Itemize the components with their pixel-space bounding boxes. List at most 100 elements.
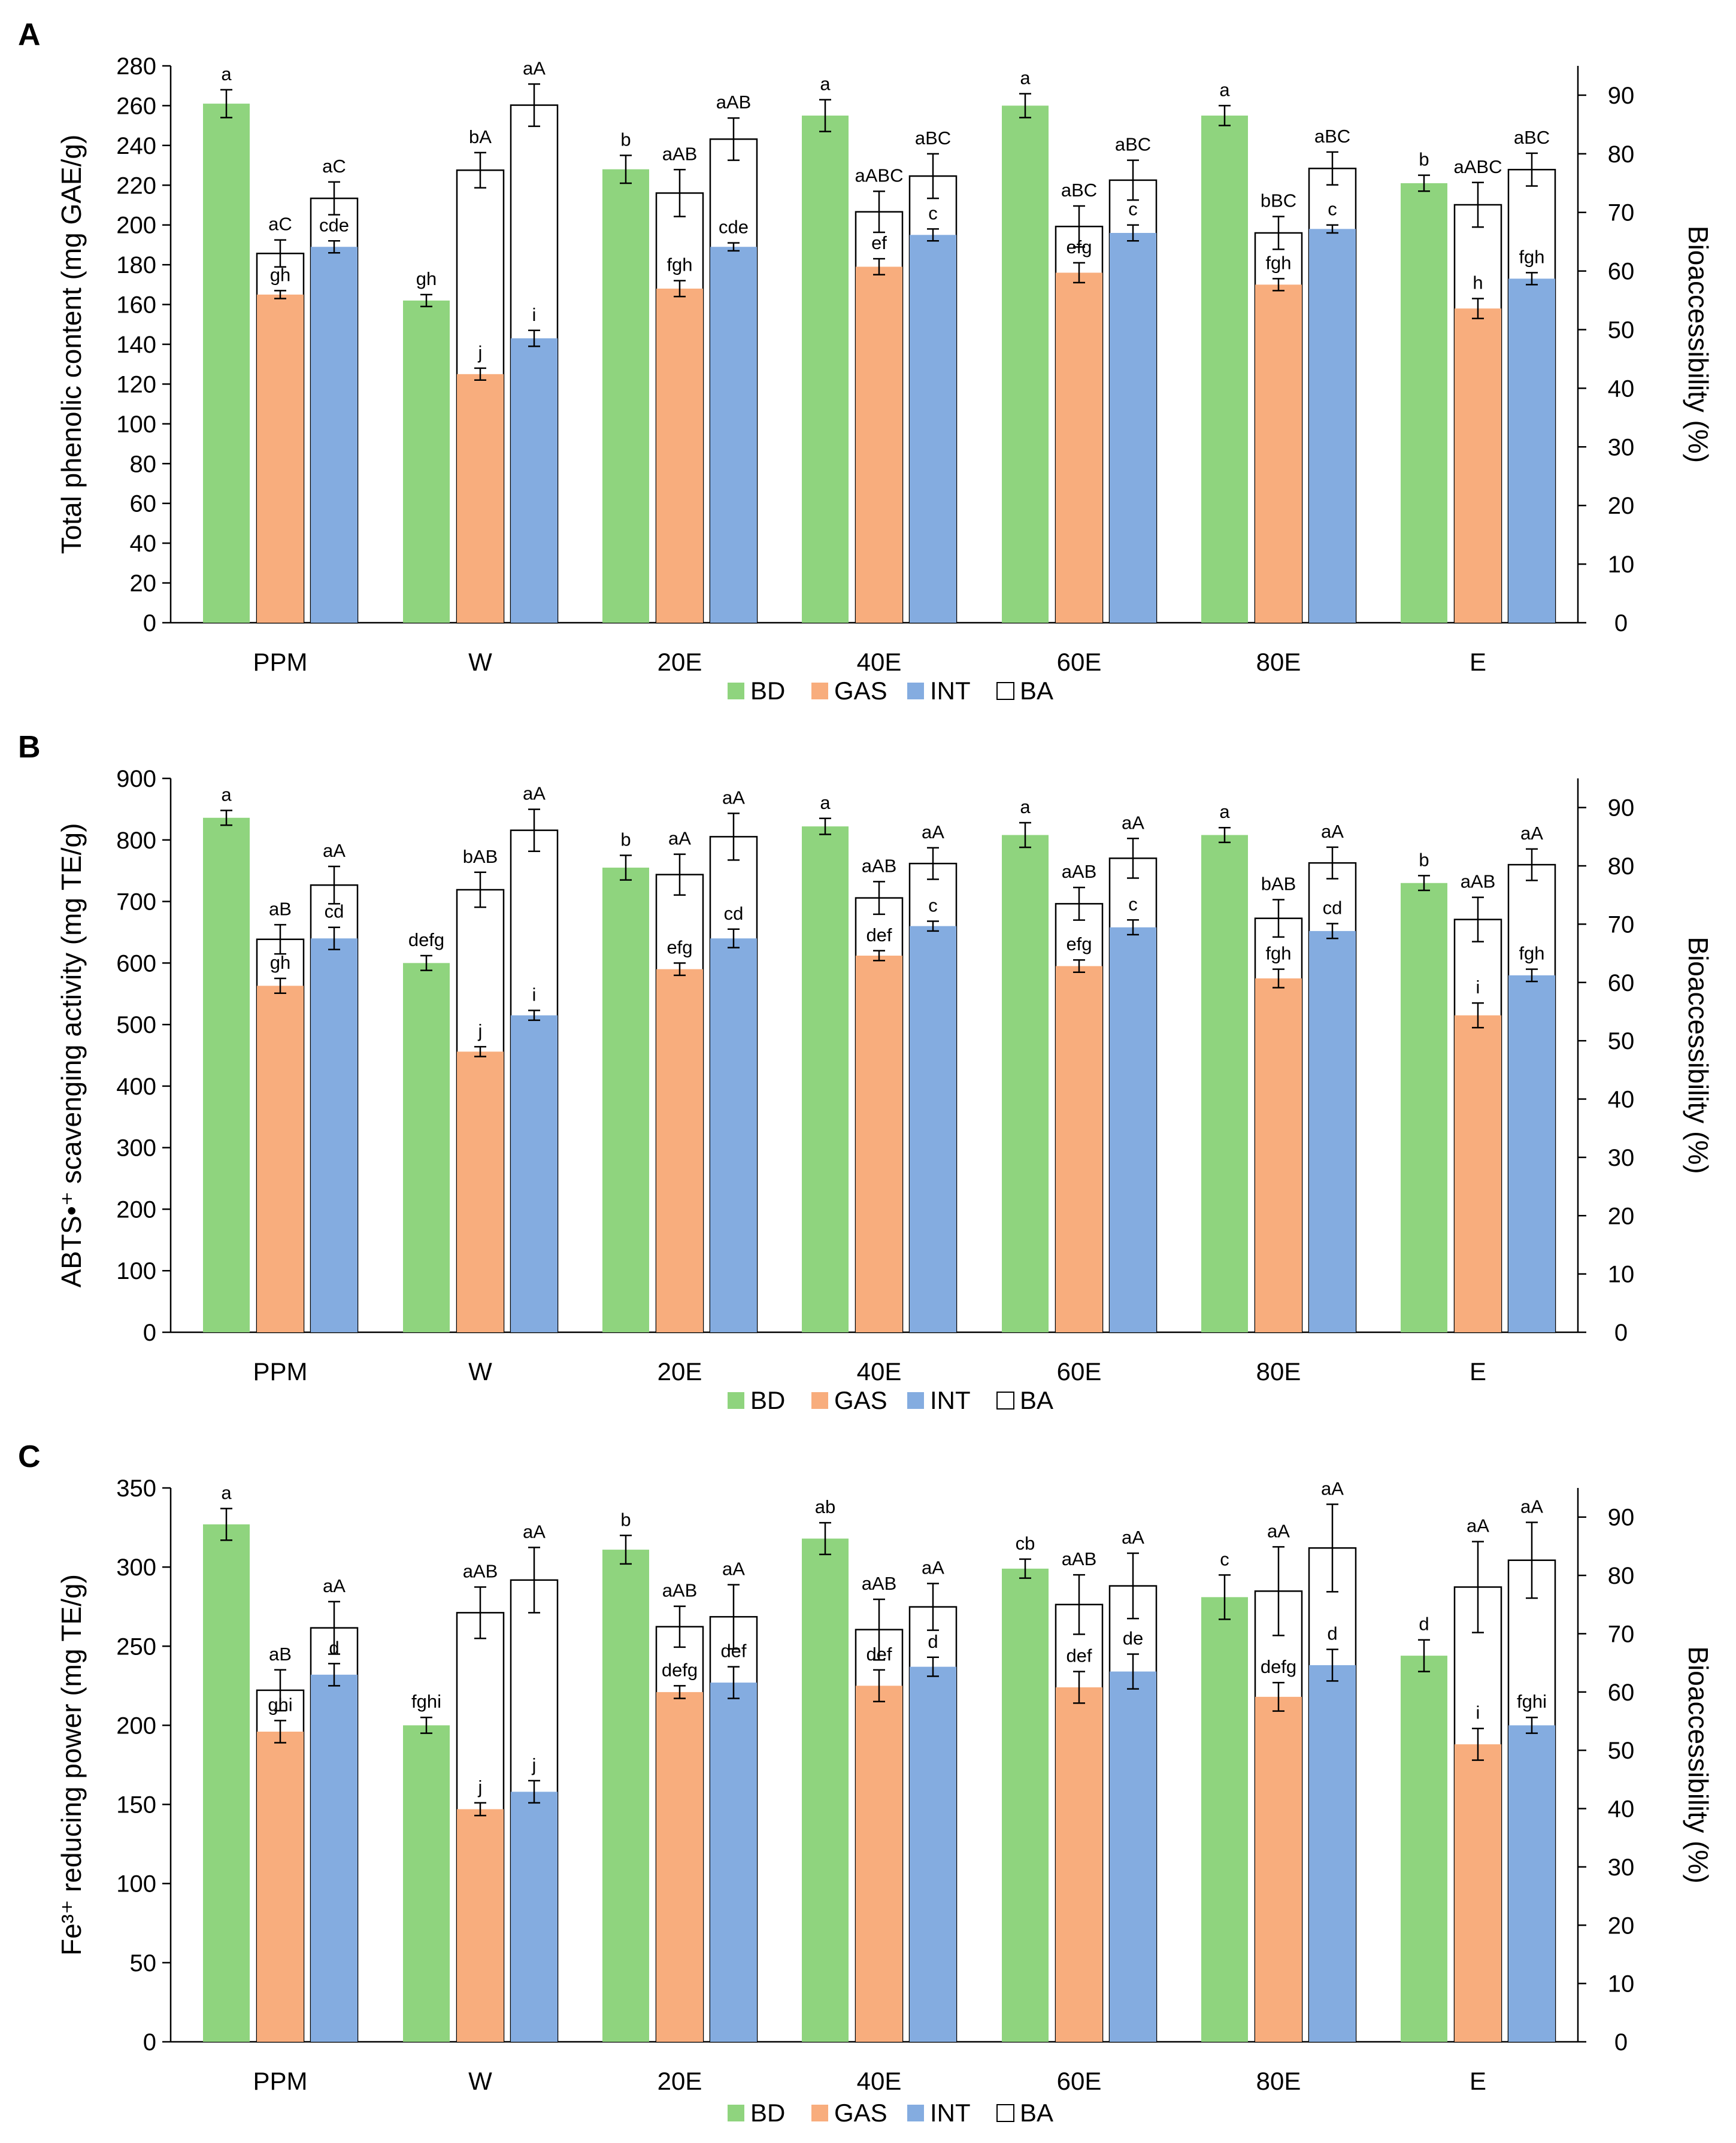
y2-tick-label: 40 <box>1608 375 1635 402</box>
bar-gas <box>656 289 703 623</box>
legend-label-int: INT <box>930 677 971 705</box>
significance-label-int: c <box>1128 199 1138 220</box>
y2-tick-label: 30 <box>1608 1145 1635 1171</box>
bar-int <box>1508 278 1555 623</box>
bar-gas <box>1056 1687 1102 2042</box>
legend-label-gas: GAS <box>834 677 887 705</box>
legend-swatch-int <box>907 683 924 699</box>
y-tick-label: 700 <box>116 889 156 916</box>
x-tick-label: W <box>468 2067 492 2095</box>
significance-label-int: fgh <box>1519 246 1544 267</box>
significance-label-gas: gh <box>270 264 290 285</box>
significance-label-ba-gas: aB <box>269 1644 292 1665</box>
significance-label-ba-gas: aAB <box>662 1580 698 1601</box>
y2-tick-label: 80 <box>1608 853 1635 880</box>
significance-label-bd: c <box>1220 1548 1229 1569</box>
bar-gas <box>1255 1696 1302 2042</box>
significance-label-bd: b <box>1419 149 1429 170</box>
significance-label-gas: i <box>1476 977 1480 998</box>
significance-label-int: fghi <box>1517 1691 1547 1712</box>
y2-tick-label: 10 <box>1608 1971 1635 1997</box>
legend-swatch-bd <box>728 1392 744 1409</box>
bar-bd <box>1401 883 1447 1332</box>
significance-label-int: d <box>329 1637 339 1658</box>
legend-swatch-bd <box>728 2105 744 2121</box>
significance-label-ba-int: aA <box>523 783 546 804</box>
bar-bd <box>203 104 250 623</box>
significance-label-bd: b <box>620 129 631 150</box>
y-tick-label: 0 <box>143 2029 156 2056</box>
significance-label-ba-int: aA <box>523 57 546 78</box>
significance-label-ba-gas: aAB <box>662 143 698 164</box>
y-tick-label: 160 <box>116 292 156 319</box>
y2-tick-label: 20 <box>1608 1203 1635 1229</box>
x-tick-label: 40E <box>857 1357 902 1386</box>
significance-label-bd: a <box>820 73 831 94</box>
bar-int <box>910 235 956 623</box>
significance-label-int: cd <box>1323 898 1343 919</box>
significance-label-bd: b <box>620 829 631 850</box>
significance-label-gas: fgh <box>666 254 692 275</box>
significance-label-int: cde <box>319 214 349 235</box>
significance-label-bd: a <box>1219 79 1230 100</box>
bar-int <box>311 1674 357 2042</box>
bar-gas <box>856 266 902 623</box>
bar-gas <box>257 986 304 1332</box>
chart-panel-B: B 0 100 200 300 400 500 600 700 800 900 0 10 20 30 40 50… <box>18 730 1714 1414</box>
bar-bd <box>1201 116 1248 623</box>
y-axis-title: ABTS•⁺ scavenging activity (mg TE/g) <box>56 823 87 1288</box>
y-tick-label: 500 <box>116 1012 156 1038</box>
significance-label-ba-int: aBC <box>1514 127 1550 148</box>
y-tick-label: 100 <box>116 411 156 438</box>
bar-int <box>710 1683 757 2042</box>
y-tick-label: 200 <box>116 213 156 239</box>
significance-label-int: cde <box>719 217 749 238</box>
bar-int <box>710 938 757 1332</box>
x-tick-label: 80E <box>1256 2067 1301 2095</box>
bar-int <box>910 926 956 1332</box>
significance-label-ba-int: aAB <box>716 92 752 113</box>
bar-gas <box>1056 966 1102 1332</box>
significance-label-ba-int: aC <box>322 156 346 177</box>
y2-tick-label: 90 <box>1608 795 1635 822</box>
legend-label-int: INT <box>930 1386 971 1414</box>
legend-swatch-int <box>907 2105 924 2121</box>
significance-label-gas: def <box>1066 1645 1092 1666</box>
significance-label-int: cd <box>325 901 344 922</box>
y-tick-label: 40 <box>130 531 157 557</box>
significance-label-int: c <box>928 202 938 223</box>
bar-bd <box>403 300 450 623</box>
bar-gas <box>1255 284 1302 623</box>
significance-label-ba-gas: aABC <box>1454 156 1502 177</box>
significance-label-gas: i <box>1476 1702 1480 1723</box>
legend-label-gas: GAS <box>834 2099 887 2127</box>
y-tick-label: 60 <box>130 491 157 517</box>
y-tick-label: 100 <box>116 1258 156 1284</box>
bar-bd <box>1002 835 1049 1332</box>
x-tick-label: 20E <box>658 2067 702 2095</box>
x-tick-label: PPM <box>253 648 307 676</box>
significance-label-gas: ef <box>871 232 887 253</box>
significance-label-gas: def <box>866 1644 892 1665</box>
panel-letter: B <box>18 730 41 765</box>
y2-tick-label: 60 <box>1608 259 1635 285</box>
bar-int <box>1110 1671 1156 2042</box>
y2-tick-label: 60 <box>1608 1680 1635 1706</box>
bar-int <box>910 1666 956 2042</box>
bar-gas <box>1455 1744 1501 2042</box>
legend-swatch-ba <box>996 682 1014 700</box>
legend-label-ba: BA <box>1020 677 1053 705</box>
y-tick-label: 80 <box>130 451 157 477</box>
significance-label-ba-int: aBC <box>1314 126 1350 147</box>
bar-bd <box>602 169 649 623</box>
legend-label-gas: GAS <box>834 1386 887 1414</box>
bar-bd <box>802 1538 849 2042</box>
y-tick-label: 200 <box>116 1712 156 1739</box>
significance-label-int: c <box>1328 199 1337 220</box>
bar-gas <box>457 374 504 623</box>
bar-gas <box>1255 978 1302 1332</box>
significance-label-bd: d <box>1419 1614 1429 1635</box>
bar-int <box>511 1792 558 2042</box>
legend-label-bd: BD <box>750 2099 785 2127</box>
